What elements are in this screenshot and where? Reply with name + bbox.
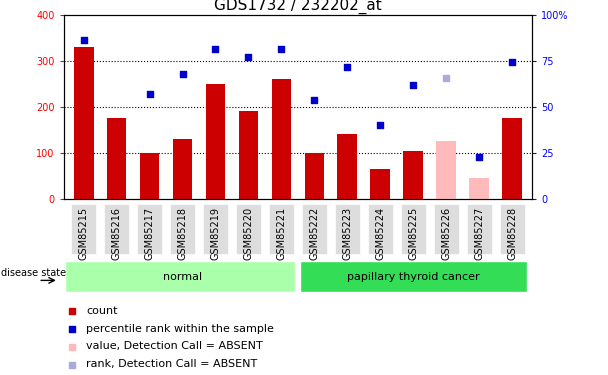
FancyBboxPatch shape [302,204,327,254]
Text: GSM85222: GSM85222 [309,207,319,260]
Text: GSM85219: GSM85219 [210,207,221,260]
Bar [238,111,258,199]
Text: GSM85221: GSM85221 [277,207,286,260]
FancyBboxPatch shape [368,204,393,254]
FancyBboxPatch shape [500,204,525,254]
Text: GSM85215: GSM85215 [78,207,89,260]
Text: GSM85225: GSM85225 [409,207,418,260]
Bar [305,153,324,199]
Bar [272,80,291,199]
FancyBboxPatch shape [170,204,195,254]
Text: GSM85226: GSM85226 [441,207,451,260]
Text: value, Detection Call = ABSENT: value, Detection Call = ABSENT [86,342,263,351]
Text: GSM85217: GSM85217 [145,207,154,260]
Text: GSM85216: GSM85216 [112,207,122,260]
FancyBboxPatch shape [300,261,527,292]
Point [79,37,89,43]
Bar [74,47,94,199]
Text: count: count [86,306,118,316]
Point [277,46,286,53]
Point [67,308,77,314]
Point [376,122,385,128]
FancyBboxPatch shape [71,204,96,254]
FancyBboxPatch shape [401,204,426,254]
Text: papillary thyroid cancer: papillary thyroid cancer [347,272,480,282]
Bar [502,118,522,199]
Bar [173,139,192,199]
Bar [206,84,226,199]
Point [409,82,418,88]
Text: rank, Detection Call = ABSENT: rank, Detection Call = ABSENT [86,360,258,369]
Point [507,59,517,65]
Text: GSM85228: GSM85228 [507,207,517,260]
FancyBboxPatch shape [335,204,360,254]
Text: GSM85220: GSM85220 [243,207,254,260]
FancyBboxPatch shape [203,204,228,254]
FancyBboxPatch shape [467,204,492,254]
Bar [469,178,489,199]
Bar [106,118,126,199]
Bar [404,150,423,199]
FancyBboxPatch shape [434,204,459,254]
Bar [337,135,358,199]
Point [309,97,319,103]
FancyBboxPatch shape [137,204,162,254]
Point [67,362,77,368]
Text: percentile rank within the sample: percentile rank within the sample [86,324,274,333]
Point [342,64,352,70]
Point [145,91,154,97]
Point [178,71,187,77]
Text: disease state: disease state [1,268,66,278]
Bar [370,169,390,199]
Text: GSM85218: GSM85218 [178,207,187,260]
Bar [437,141,456,199]
Text: GSM85224: GSM85224 [375,207,385,260]
Point [244,54,254,60]
Point [474,154,484,160]
Title: GDS1732 / 232202_at: GDS1732 / 232202_at [214,0,382,13]
Point [67,326,77,332]
Bar [140,153,159,199]
Point [441,75,451,81]
FancyBboxPatch shape [104,204,129,254]
FancyBboxPatch shape [236,204,261,254]
Text: normal: normal [163,272,202,282]
Text: GSM85223: GSM85223 [342,207,353,260]
Point [210,46,220,53]
FancyBboxPatch shape [269,204,294,254]
Point [67,344,77,350]
FancyBboxPatch shape [66,261,295,292]
Text: GSM85227: GSM85227 [474,207,484,260]
